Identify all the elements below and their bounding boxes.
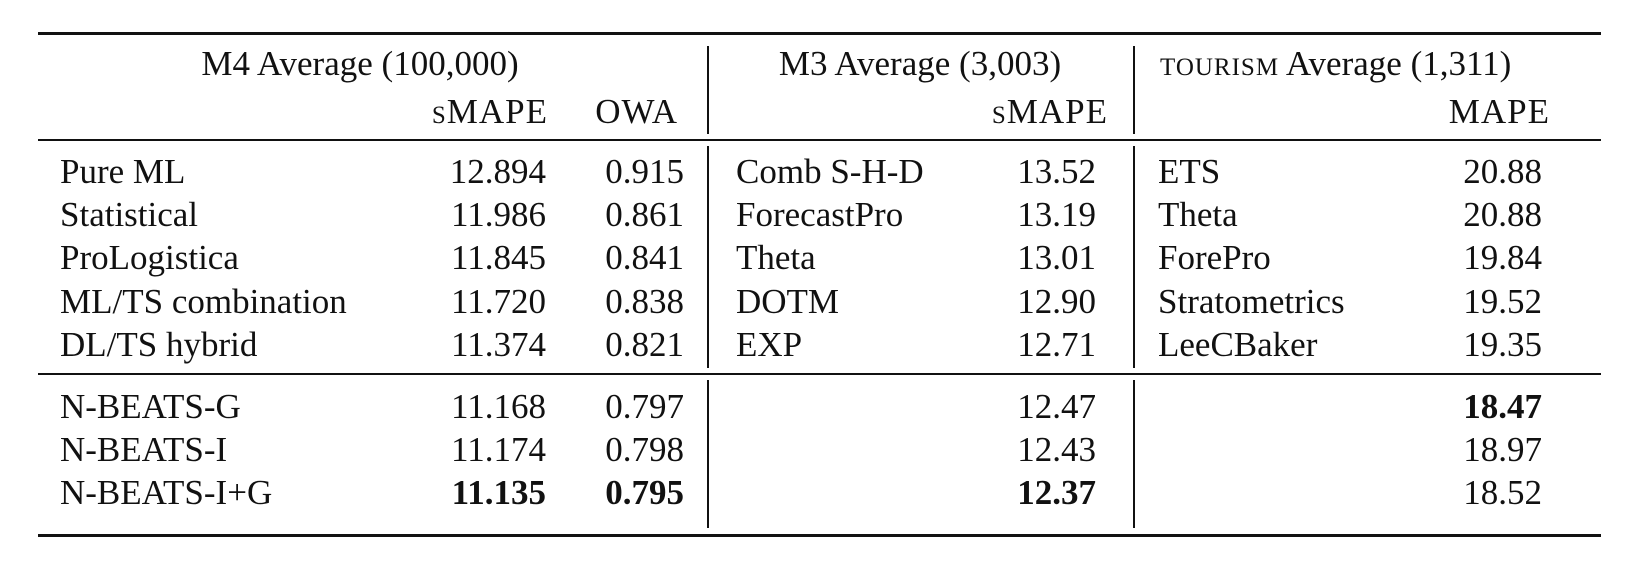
m3-method-name: EXP — [736, 325, 803, 364]
m4-owa-value: 0.861 — [605, 195, 684, 234]
tourism-group-title: tourism Average (1,311) — [1160, 44, 1511, 84]
tourism-mape-value: 18.97 — [1463, 430, 1542, 469]
tourism-mape-value: 20.88 — [1463, 195, 1542, 234]
tourism-method-name: LeeCBaker — [1158, 325, 1318, 364]
m3-smape-value: 12.47 — [1017, 387, 1096, 426]
m4-group-title: M4 Average (100,000) — [201, 44, 519, 83]
tourism-mape-value: 19.35 — [1463, 325, 1542, 364]
m4-owa-value: 0.838 — [605, 282, 684, 321]
nbeats-divider-rule — [38, 373, 1601, 375]
m4-smape-value: 11.845 — [451, 238, 546, 277]
tourism-method-name: Stratometrics — [1158, 282, 1345, 321]
tourism-method-name: Theta — [1158, 195, 1238, 234]
m3-smape-header: sMAPE — [991, 92, 1108, 131]
m4-smape-value: 11.168 — [451, 387, 546, 426]
m4-smape-value: 11.374 — [451, 325, 546, 364]
m4-smape-value: 11.986 — [451, 195, 546, 234]
m4-owa-value: 0.915 — [605, 152, 684, 191]
baseline-separator-m4-m3 — [707, 146, 709, 368]
nbeats-separator-m3-tourism — [1133, 380, 1135, 528]
m3-method-name: ForecastPro — [736, 195, 904, 234]
m4-method-name: ProLogistica — [60, 238, 239, 277]
m4-smape-best-value: 11.135 — [451, 473, 546, 512]
m3-smape-value: 12.90 — [1017, 282, 1096, 321]
tourism-group-suffix: Average (1,311) — [1279, 44, 1512, 83]
tourism-mape-value: 19.52 — [1463, 282, 1542, 321]
header-separator-m3-tourism — [1133, 46, 1135, 134]
m4-smape-value: 12.894 — [449, 152, 546, 191]
m4-method-name: Pure ML — [60, 152, 186, 191]
m4-method-name: Statistical — [60, 195, 199, 234]
table-top-rule — [38, 32, 1601, 35]
tourism-mape-value: 18.52 — [1463, 473, 1542, 512]
m4-owa-value: 0.798 — [605, 430, 684, 469]
m4-smape-header: sMAPE — [431, 92, 548, 131]
m3-smape-value: 13.19 — [1017, 195, 1096, 234]
m4-smape-value: 11.720 — [451, 282, 546, 321]
m4-owa-best-value: 0.795 — [605, 473, 684, 512]
m4-owa-header: OWA — [595, 92, 678, 131]
nbeats-variant-name: N-BEATS-G — [60, 387, 241, 426]
m4-owa-value: 0.821 — [605, 325, 684, 364]
m3-smape-value: 13.01 — [1017, 238, 1096, 277]
m3-method-name: Theta — [736, 238, 816, 277]
m3-method-name: DOTM — [736, 282, 840, 321]
nbeats-variant-name: N-BEATS-I+G — [60, 473, 273, 512]
m4-method-name: ML/TS combination — [60, 282, 347, 321]
m3-smape-value: 13.52 — [1017, 152, 1096, 191]
m3-smape-value: 12.43 — [1017, 430, 1096, 469]
table-bottom-rule — [38, 534, 1601, 537]
m4-method-name: DL/TS hybrid — [60, 325, 258, 364]
tourism-method-name: ETS — [1158, 152, 1221, 191]
nbeats-variant-name: N-BEATS-I — [60, 430, 228, 469]
header-divider-rule — [38, 139, 1601, 141]
m3-smape-value: 12.71 — [1017, 325, 1096, 364]
m4-owa-value: 0.841 — [605, 238, 684, 277]
m3-smape-best-value: 12.37 — [1017, 473, 1096, 512]
m4-smape-value: 11.174 — [451, 430, 546, 469]
tourism-method-name: ForePro — [1158, 238, 1271, 277]
tourism-mape-header: MAPE — [1448, 92, 1550, 131]
m3-method-name: Comb S-H-D — [736, 152, 924, 191]
m4-owa-value: 0.797 — [605, 387, 684, 426]
tourism-mape-best-value: 18.47 — [1463, 387, 1542, 426]
header-separator-m4-m3 — [707, 46, 709, 134]
nbeats-separator-m4-m3 — [707, 380, 709, 528]
tourism-group-name: tourism — [1160, 44, 1280, 83]
tourism-mape-value: 19.84 — [1463, 238, 1542, 277]
tourism-mape-value: 20.88 — [1463, 152, 1542, 191]
m3-group-title: M3 Average (3,003) — [778, 44, 1062, 83]
baseline-separator-m3-tourism — [1133, 146, 1135, 368]
